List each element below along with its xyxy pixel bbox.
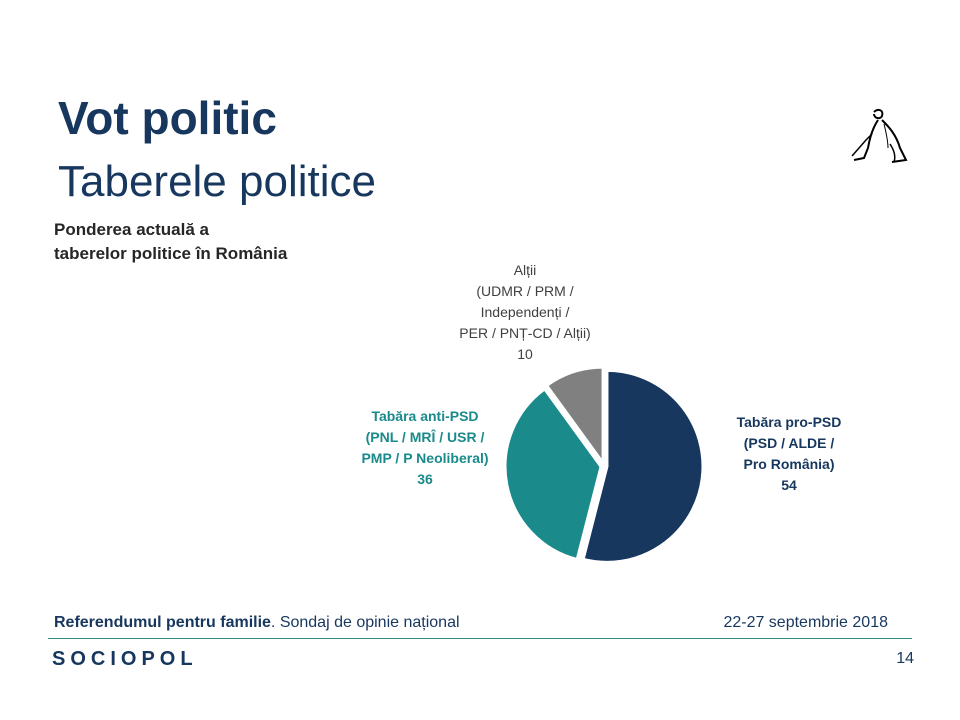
chart-caption: Ponderea actuală a taberelor politice în… xyxy=(54,218,287,266)
label-anti-line-2: (PNL / MRÎ / USR / xyxy=(365,429,485,445)
pie-slice-1 xyxy=(503,386,603,562)
pie-slice-2 xyxy=(544,365,605,468)
footer-divider xyxy=(48,638,912,639)
page-number: 14 xyxy=(896,650,914,667)
footer-title-bold: Referendumul pentru familie xyxy=(54,614,271,631)
logo-figure-icon xyxy=(851,108,908,163)
label-altii-line-2: (UDMR / PRM / xyxy=(476,283,574,299)
caption-line-2: taberelor politice în România xyxy=(54,244,288,263)
label-pro-value: 54 xyxy=(781,477,797,493)
label-altii-line-3: Independenți / xyxy=(480,304,570,320)
slide-subtitle: Taberele politice xyxy=(58,157,376,206)
label-altii: Alții (UDMR / PRM / Independenți / PER /… xyxy=(440,260,610,365)
slide-title: Vot politic xyxy=(58,92,277,144)
label-anti-psd: Tabăra anti-PSD (PNL / MRÎ / USR / PMP /… xyxy=(340,406,510,490)
label-altii-line-4: PER / PNȚ-CD / Alții) xyxy=(459,325,591,341)
label-pro-line-1: Tabăra pro-PSD xyxy=(736,414,842,430)
brand-logo: SOCIOPOL xyxy=(52,648,198,670)
label-altii-line-1: Alții xyxy=(513,262,537,278)
label-altii-value: 10 xyxy=(517,346,533,362)
footer-date: 22-27 septembrie 2018 xyxy=(723,614,888,631)
label-pro-psd: Tabăra pro-PSD (PSD / ALDE / Pro România… xyxy=(724,412,854,496)
label-anti-line-3: PMP / P Neoliberal) xyxy=(361,450,489,466)
label-anti-line-1: Tabăra anti-PSD xyxy=(371,408,479,424)
footer-title-rest: . Sondaj de opinie național xyxy=(270,614,460,631)
label-pro-line-2: (PSD / ALDE / xyxy=(743,435,835,451)
pie-slice-0 xyxy=(581,368,705,564)
label-anti-value: 36 xyxy=(417,471,433,487)
label-pro-line-3: Pro România) xyxy=(743,456,835,472)
caption-line-1: Ponderea actuală a xyxy=(54,220,209,239)
footer-title: Referendumul pentru familie. Sondaj de o… xyxy=(54,614,460,632)
